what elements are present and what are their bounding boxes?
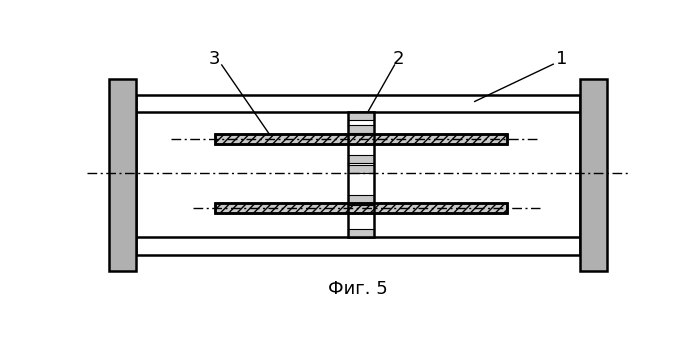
Bar [348, 165, 374, 173]
Bar [348, 112, 374, 120]
Bar [109, 79, 136, 271]
Text: 2: 2 [393, 50, 405, 68]
Bar [215, 203, 507, 213]
Text: Фиг. 5: Фиг. 5 [329, 280, 388, 298]
Bar [348, 155, 374, 163]
Bar [348, 206, 374, 213]
Bar [348, 126, 374, 134]
Bar [215, 134, 507, 144]
Bar [348, 112, 374, 237]
Bar [136, 237, 580, 255]
Bar [580, 79, 607, 271]
Text: 1: 1 [556, 50, 567, 68]
Bar [215, 134, 507, 144]
Bar [136, 95, 580, 112]
Text: 3: 3 [209, 50, 220, 68]
Bar [136, 95, 580, 255]
Bar [348, 229, 374, 237]
Bar [215, 203, 507, 213]
Bar [348, 112, 374, 237]
Bar [348, 195, 374, 203]
